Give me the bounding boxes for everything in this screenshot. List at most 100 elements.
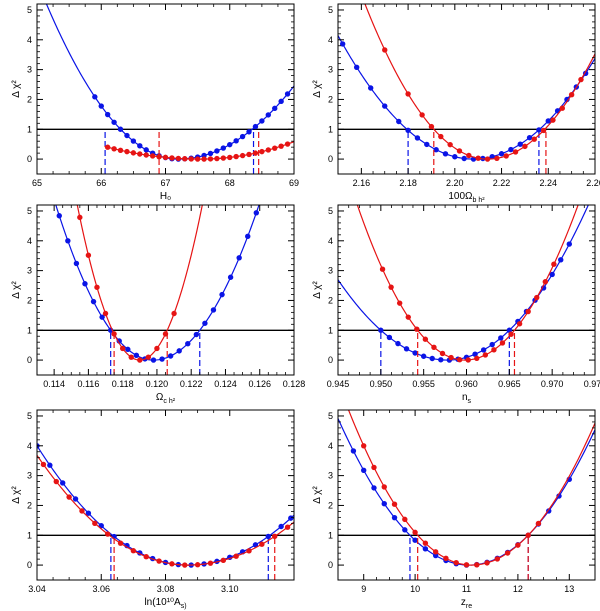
data-point bbox=[535, 520, 542, 527]
data-point bbox=[448, 354, 454, 361]
plot-frame bbox=[36, 204, 295, 376]
data-point bbox=[433, 146, 439, 153]
data-point bbox=[188, 156, 194, 162]
data-point bbox=[368, 85, 374, 91]
data-point bbox=[526, 134, 533, 141]
data-point bbox=[508, 331, 514, 337]
chart-panel-4: 0.945 0.950 0.955 0.960 0.965 0.970 0.975 0 1 2 3 4… bbox=[312, 204, 600, 405]
y-axis-label: Δ χ² bbox=[312, 486, 323, 504]
data-point bbox=[482, 352, 489, 358]
data-point bbox=[194, 562, 201, 568]
data-point bbox=[549, 271, 555, 278]
data-point bbox=[431, 344, 437, 351]
y-tick-label: 3 bbox=[328, 65, 333, 75]
data-point bbox=[201, 156, 207, 162]
y-tick-label: 0 bbox=[27, 560, 32, 570]
data-point bbox=[466, 152, 472, 159]
data-point bbox=[239, 152, 246, 159]
x-axis-label: H₀ bbox=[160, 191, 171, 202]
data-point bbox=[265, 147, 271, 153]
series-red bbox=[356, 205, 579, 363]
data-point bbox=[412, 537, 418, 543]
data-point bbox=[278, 98, 284, 105]
data-point bbox=[361, 443, 367, 449]
data-point bbox=[491, 347, 497, 353]
data-point bbox=[396, 300, 403, 306]
data-point bbox=[288, 515, 294, 521]
x-tick-label: 2.16 bbox=[353, 178, 371, 188]
x-tick-label: 0.950 bbox=[370, 379, 393, 389]
x-tick-label: 0.975 bbox=[584, 379, 600, 389]
data-point bbox=[219, 291, 225, 298]
data-point bbox=[169, 561, 175, 567]
data-point bbox=[474, 355, 480, 362]
plot-frame bbox=[337, 409, 596, 581]
data-point bbox=[227, 154, 233, 161]
data-point bbox=[259, 541, 265, 547]
x-tick-label: 2.22 bbox=[493, 178, 511, 188]
y-tick-label: 2 bbox=[328, 94, 333, 104]
data-point bbox=[439, 350, 446, 357]
data-point bbox=[265, 533, 271, 540]
data-point bbox=[525, 532, 531, 538]
data-point bbox=[414, 326, 420, 332]
series-blue bbox=[45, 4, 294, 162]
y-tick-label: 5 bbox=[328, 411, 333, 421]
series-blue bbox=[37, 443, 294, 568]
data-point bbox=[104, 111, 111, 118]
data-point bbox=[371, 485, 377, 491]
data-point bbox=[405, 127, 411, 133]
data-point bbox=[566, 241, 572, 247]
data-point bbox=[220, 145, 227, 151]
data-point bbox=[252, 542, 259, 548]
data-point bbox=[171, 310, 177, 317]
data-point bbox=[428, 123, 435, 130]
data-point bbox=[498, 335, 504, 341]
chart-panel-1: 65 66 67 68 69 0 1 2 3 4 5 H₀ Δ χ² bbox=[11, 3, 299, 202]
y-tick-label: 5 bbox=[328, 206, 333, 216]
data-point bbox=[480, 347, 487, 353]
y-tick-label: 2 bbox=[27, 295, 32, 305]
data-point bbox=[339, 41, 346, 47]
y-tick-label: 2 bbox=[27, 500, 32, 510]
data-point bbox=[104, 144, 111, 150]
data-point bbox=[193, 331, 200, 338]
x-axis-label: Ωc h² bbox=[156, 392, 176, 405]
series-red bbox=[104, 141, 294, 162]
y-axis-label: Δ χ² bbox=[11, 80, 22, 98]
series-blue bbox=[338, 418, 595, 568]
data-point bbox=[246, 129, 252, 135]
data-point bbox=[498, 151, 505, 157]
plot-frame bbox=[36, 409, 295, 581]
data-point bbox=[388, 284, 394, 290]
data-point bbox=[116, 338, 122, 344]
data-point bbox=[149, 153, 156, 159]
data-point bbox=[456, 357, 463, 363]
y-tick-label: 4 bbox=[328, 441, 333, 451]
x-tick-label: 3.08 bbox=[157, 584, 175, 594]
x-tick-label: 12 bbox=[513, 584, 523, 594]
data-point bbox=[137, 151, 143, 157]
x-tick-label: 13 bbox=[564, 584, 574, 594]
data-point bbox=[465, 357, 471, 363]
data-point bbox=[154, 345, 160, 352]
y-tick-label: 4 bbox=[328, 35, 333, 45]
data-point bbox=[422, 336, 429, 342]
data-point bbox=[94, 284, 100, 290]
data-point bbox=[472, 351, 478, 357]
data-point bbox=[475, 155, 481, 161]
data-point bbox=[494, 556, 501, 562]
data-point bbox=[522, 143, 528, 150]
x-tick-label: 2.18 bbox=[399, 178, 417, 188]
x-tick-label: 0.128 bbox=[283, 379, 306, 389]
data-point bbox=[143, 152, 149, 158]
data-point bbox=[119, 345, 126, 352]
data-point bbox=[53, 478, 59, 485]
data-point bbox=[130, 138, 137, 144]
y-tick-label: 4 bbox=[328, 236, 333, 246]
data-point bbox=[442, 151, 449, 157]
data-point bbox=[143, 553, 149, 560]
x-tick-label: 2.26 bbox=[586, 178, 600, 188]
data-point bbox=[246, 548, 252, 554]
data-point bbox=[463, 562, 470, 568]
